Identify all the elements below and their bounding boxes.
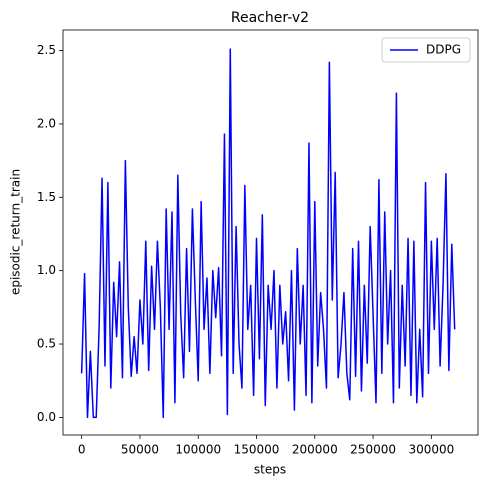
x-tick-label: 100000 <box>175 443 221 457</box>
chart-title: Reacher-v2 <box>231 10 309 26</box>
y-tick-label: 0.0 <box>37 410 56 424</box>
x-axis-label: steps <box>254 463 286 477</box>
x-tick-label: 200000 <box>292 443 338 457</box>
y-axis-label: episodic_return_train <box>9 169 23 295</box>
x-tick-label: 150000 <box>234 443 280 457</box>
y-tick-label: 0.5 <box>37 337 56 351</box>
x-tick-label: 300000 <box>408 443 454 457</box>
x-tick-label: 0 <box>78 443 86 457</box>
y-tick-label: 1.5 <box>37 190 56 204</box>
y-tick-label: 1.0 <box>37 263 56 277</box>
y-tick-label: 2.5 <box>37 43 56 57</box>
plot-frame <box>62 29 479 436</box>
y-tick-label: 2.0 <box>37 116 56 130</box>
x-tick-label: 50000 <box>121 443 159 457</box>
legend-label: DDPG <box>426 43 461 57</box>
legend-box <box>381 37 471 63</box>
x-tick-label: 250000 <box>350 443 396 457</box>
line-series <box>80 48 456 419</box>
